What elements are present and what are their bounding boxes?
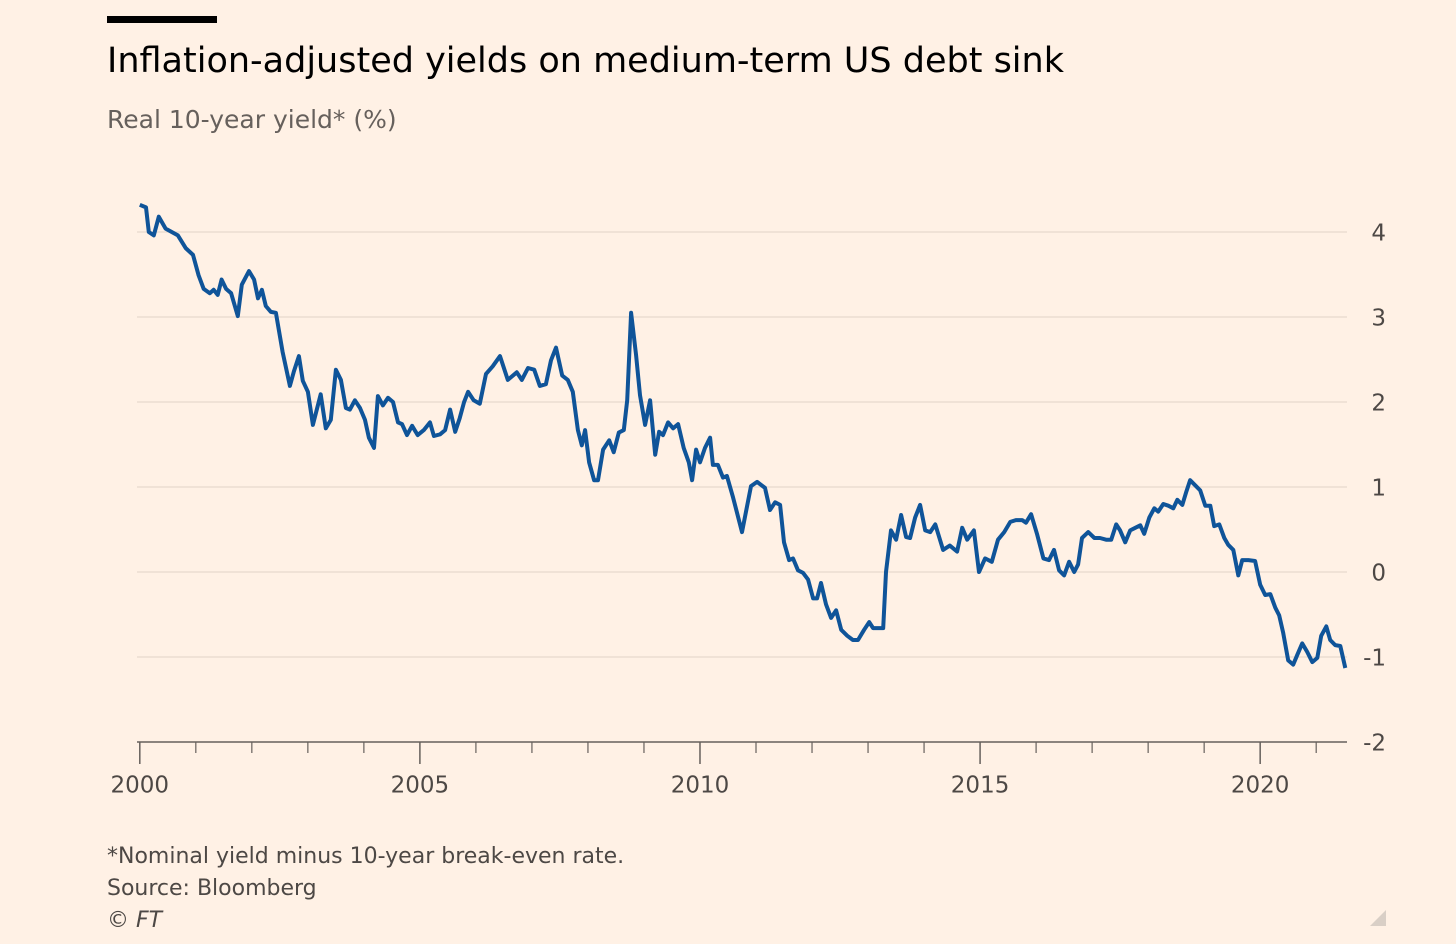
source: Source: Bloomberg xyxy=(107,876,317,901)
x-tick-label: 2005 xyxy=(391,773,450,799)
y-tick-label: 0 xyxy=(1371,561,1386,587)
footnote: *Nominal yield minus 10-year break-even … xyxy=(107,844,624,869)
y-tick-label: 4 xyxy=(1371,221,1386,247)
resize-corner xyxy=(1370,910,1386,926)
y-tick-label: -2 xyxy=(1363,731,1386,757)
chart-subtitle: Real 10-year yield* (%) xyxy=(107,105,397,134)
y-tick-label: 3 xyxy=(1371,306,1386,332)
y-tick-label: 1 xyxy=(1371,476,1386,502)
x-tick-label: 2000 xyxy=(111,773,170,799)
x-tick-label: 2015 xyxy=(951,773,1010,799)
chart-title: Inflation-adjusted yields on medium-term… xyxy=(107,41,1065,81)
line xyxy=(139,202,1348,669)
y-tick-label: 2 xyxy=(1371,391,1386,417)
y-tick-label: -1 xyxy=(1363,646,1386,672)
x-tick-label: 2020 xyxy=(1231,773,1290,799)
title-bar xyxy=(107,16,217,23)
credit: © FT xyxy=(107,908,164,933)
x-tick-label: 2010 xyxy=(671,773,730,799)
